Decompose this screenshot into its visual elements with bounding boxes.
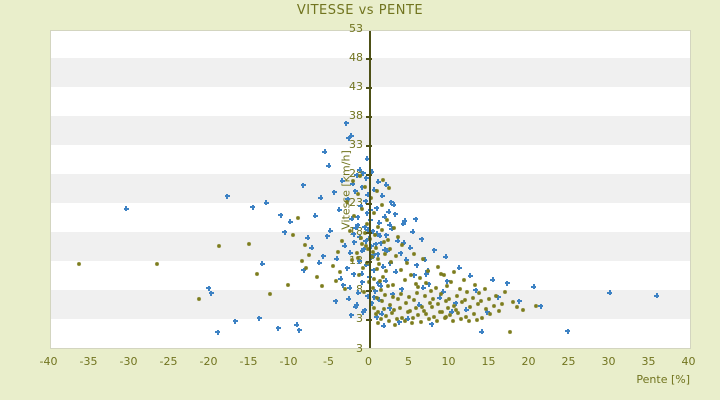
y-axis-tick xyxy=(365,232,372,234)
x-tick-label: 35 xyxy=(641,355,656,368)
x-tick-label: -20 xyxy=(199,355,218,368)
x-axis-title: Pente [%] xyxy=(636,373,690,386)
x-tick-label: 40 xyxy=(681,355,696,368)
x-tick-label: -25 xyxy=(159,355,178,368)
grid-band xyxy=(51,290,690,319)
x-tick-label: 30 xyxy=(601,355,616,368)
y-tick-label: 23 xyxy=(349,196,363,209)
grid-band xyxy=(51,87,690,116)
x-tick-label: 5 xyxy=(405,355,412,368)
y-axis-tick xyxy=(365,116,372,118)
y-tick-label: 3 xyxy=(356,312,363,325)
x-tick-label: -35 xyxy=(79,355,98,368)
x-tick-label: -40 xyxy=(39,355,58,368)
y-axis-tick xyxy=(365,261,372,263)
x-tick-label: -30 xyxy=(119,355,138,368)
y-axis-tick xyxy=(366,30,372,31)
x-tick-label: 25 xyxy=(561,355,576,368)
plot-area xyxy=(50,30,691,349)
y-tick-label: 43 xyxy=(349,80,363,93)
y-axis-tick xyxy=(365,290,372,292)
x-tick-label: 0 xyxy=(365,355,372,368)
chart-title: VITESSE vs PENTE xyxy=(296,3,424,18)
grid-band xyxy=(51,319,690,348)
y-axis-tick xyxy=(365,87,372,89)
x-tick-label: -10 xyxy=(279,355,298,368)
y-axis-tick xyxy=(365,203,372,205)
y-axis-tick xyxy=(365,58,372,60)
y-axis-tick xyxy=(365,174,372,176)
y-axis-line xyxy=(368,31,371,348)
y-axis-tick xyxy=(365,145,372,147)
y-axis-tick xyxy=(365,319,372,321)
y-tick-label: 3 xyxy=(356,342,363,355)
y-tick-label: 53 xyxy=(349,22,363,35)
x-tick-label: 10 xyxy=(441,355,456,368)
y-tick-label: 48 xyxy=(349,51,363,64)
y-tick-label: 33 xyxy=(349,138,363,151)
grid-band xyxy=(51,31,690,58)
x-tick-label: -5 xyxy=(323,355,334,368)
x-tick-label: 15 xyxy=(481,355,496,368)
x-tick-label: -15 xyxy=(239,355,258,368)
y-tick-label: 38 xyxy=(349,109,363,122)
x-tick-label: 20 xyxy=(521,355,536,368)
y-tick-label: 8 xyxy=(356,283,363,296)
grid-band xyxy=(51,58,690,87)
grid-band xyxy=(51,116,690,145)
